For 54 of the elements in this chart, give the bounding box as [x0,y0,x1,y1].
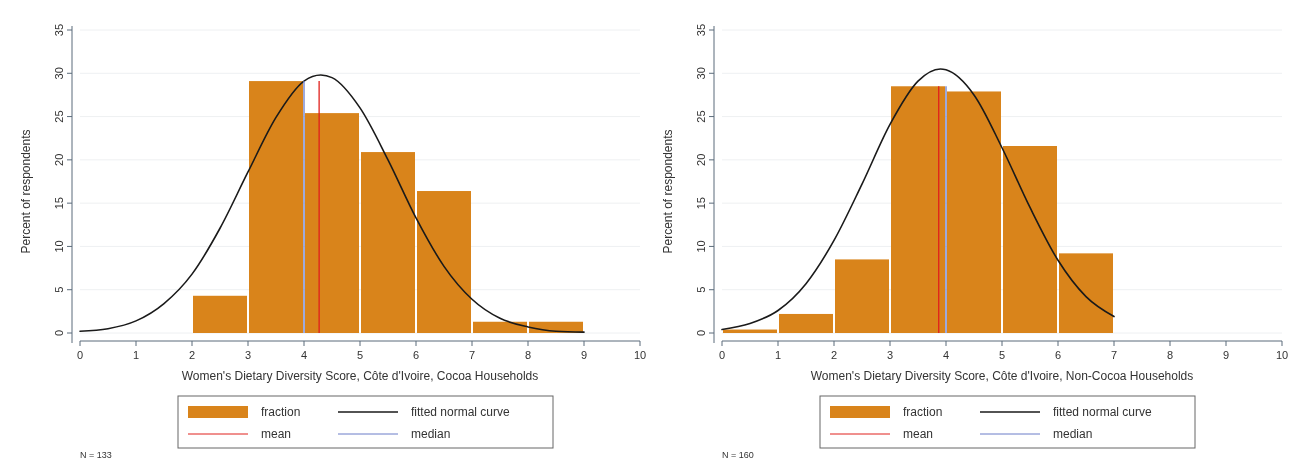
x-axis-title: Women's Dietary Diversity Score, Côte d'Ivoire, Non-Cocoa Households [810,369,1194,383]
x-tick-label: 6 [1054,349,1062,361]
y-tick-label: 20 [695,153,707,166]
x-tick-label: 8 [1166,349,1174,361]
y-tick-label: 0 [695,329,707,337]
line-series [721,68,1115,331]
legend-label: fitted normal curve [1053,405,1153,419]
y-tick-label: 10 [695,240,707,253]
y-tick-label: 35 [695,23,707,37]
y-tick-label: 15 [695,197,707,210]
legend-label: fitted normal curve [411,405,511,419]
x-tick-label: 0 [718,349,726,361]
x-tick-label: 4 [300,349,308,361]
x-tick-label: 4 [942,349,950,361]
x-tick-label: 3 [886,349,894,361]
text: N = 160 [722,450,754,460]
legend-label: mean [261,427,292,441]
x-tick-label: 8 [524,349,532,361]
y-tick-label: 30 [53,67,65,80]
x-tick-label: 2 [830,349,838,361]
legend-label: mean [903,427,934,441]
x-tick-label: 0 [76,349,84,361]
y-tick-label: 15 [53,197,65,210]
x-tick-label: 9 [1222,349,1230,361]
y-tick-label: 5 [53,286,65,293]
legend-label: median [411,427,451,441]
legend-label: fraction [903,405,943,419]
y-tick-label: 0 [53,329,65,337]
x-tick-label: 5 [356,349,364,361]
y-tick-label: 5 [695,286,707,293]
x-tick-label: 7 [468,349,476,361]
x-tick-label: 1 [132,349,140,361]
y-tick-label: 35 [53,23,65,37]
y-tick-label: 20 [53,153,65,166]
x-tick-label: 3 [244,349,252,361]
legend-label: median [1053,427,1093,441]
x-tick-label: 1 [774,349,782,361]
x-tick-label: 10 [633,349,647,361]
x-tick-label: 9 [580,349,588,361]
x-tick-label: 2 [188,349,196,361]
y-axis-title: Percent of respondents [19,129,33,254]
y-axis-title: Percent of respondents [661,129,675,254]
x-tick-label: 10 [1275,349,1289,361]
y-tick-label: 25 [695,110,707,123]
x-tick-label: 5 [998,349,1006,361]
text: N = 133 [80,450,112,460]
y-tick-label: 25 [53,110,65,123]
x-tick-label: 7 [1110,349,1118,361]
line-series [79,74,585,333]
y-tick-label: 30 [695,67,707,80]
legend-label: fraction [261,405,301,419]
x-axis-title: Women's Dietary Diversity Score, Côte d'Ivoire, Cocoa Households [181,369,539,383]
y-tick-label: 10 [53,240,65,253]
x-tick-label: 6 [412,349,420,361]
